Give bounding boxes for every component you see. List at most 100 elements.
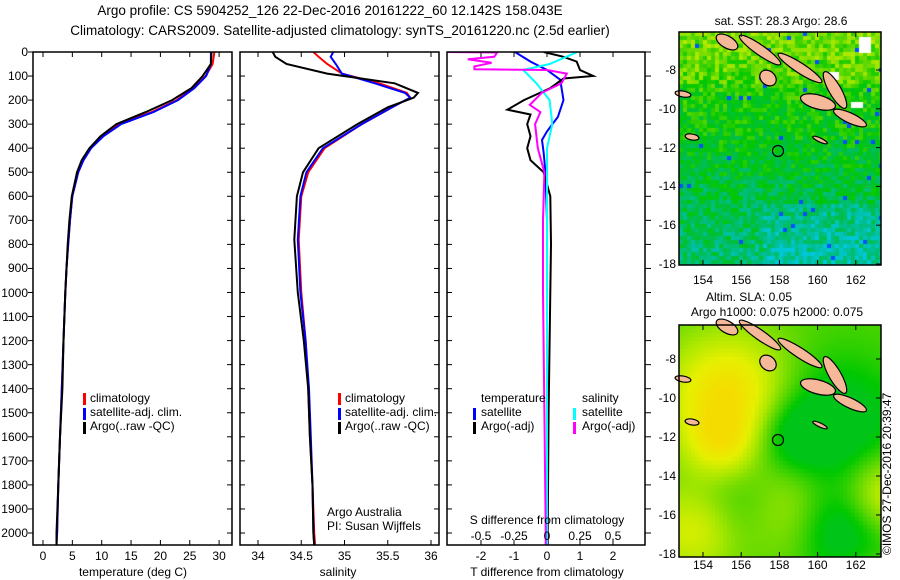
lon-tick-label: 156	[731, 558, 752, 572]
lat-tick-label: -12	[658, 140, 676, 155]
sdiff-xlabel: S difference from climatology	[469, 513, 625, 527]
depth-tick-label: 1500	[1, 405, 28, 420]
sla-map	[679, 325, 881, 557]
x-tick-label: 2	[609, 549, 617, 563]
lat-tick-label: -18	[658, 257, 676, 271]
legend-swatch-t-argo	[473, 422, 476, 434]
imos-timestamp: ©IMOS 27-Dec-2016 20:39:47	[880, 392, 894, 555]
x-tick-label: 30	[212, 549, 226, 563]
lon-tick-label: 154	[692, 558, 714, 572]
island	[799, 93, 837, 111]
depth-tick-label: 800	[7, 237, 28, 252]
legend-satellite-adj: satellite-adj. clim.	[345, 405, 438, 419]
x-tick-label: -1	[508, 549, 520, 563]
depth-tick-label: 1800	[1, 477, 28, 492]
lon-tick-label: 156	[731, 273, 752, 287]
credit-pi: PI: Susan Wijffels	[327, 519, 421, 533]
x-tick-label: 35	[337, 549, 352, 563]
depth-tick-label: 1000	[1, 285, 28, 300]
depth-tick-label: 1400	[1, 381, 28, 396]
lon-tick-label: 158	[769, 558, 790, 572]
legend-swatch-climatology	[338, 393, 341, 405]
lat-tick-label: -10	[658, 391, 676, 405]
depth-tick-label: 600	[7, 189, 28, 204]
x-tick-label: 20	[153, 549, 168, 563]
sst-map	[679, 32, 881, 265]
series-temperature-argo-adj-	[504, 52, 598, 545]
lat-tick-label: -14	[658, 469, 676, 483]
lon-tick-label: 162	[845, 558, 866, 572]
depth-tick-label: 900	[7, 261, 28, 276]
sla-map-title: Altim. SLA: 0.05	[705, 290, 793, 304]
legend-t-argo: Argo(-adj)	[481, 419, 535, 433]
legend-s-satellite: satellite	[582, 405, 623, 419]
island	[684, 133, 700, 141]
island	[777, 337, 823, 369]
x-tick-label: 0	[543, 549, 551, 563]
lat-tick-label: -8	[665, 63, 676, 77]
legend-swatch-satellite	[83, 408, 86, 420]
series-argo-raw-qc-	[55, 52, 213, 545]
lon-tick-label: 162	[845, 273, 866, 287]
lat-tick-label: -18	[658, 547, 676, 561]
depth-tick-label: 1100	[2, 309, 28, 324]
map-frame	[678, 31, 882, 266]
depth-tick-label: 200	[7, 93, 28, 108]
legend-satellite-adj: satellite-adj. clim.	[90, 405, 183, 419]
lat-tick-label: -16	[658, 218, 676, 233]
island	[674, 90, 692, 98]
legend-swatch-climatology	[83, 393, 86, 405]
depth-tick-label: 1700	[1, 453, 28, 468]
x-tick-label: 10	[95, 549, 109, 563]
s-diff-tick-label: 0.25	[568, 529, 592, 543]
depth-tick-label: 1900	[1, 501, 28, 516]
panel-frame	[32, 51, 233, 546]
lat-tick-label: -10	[658, 101, 676, 116]
legend-temperature-title: temperature	[481, 391, 546, 405]
island	[715, 33, 739, 51]
island	[684, 418, 700, 426]
lat-tick-label: -16	[658, 508, 676, 522]
s-diff-tick-label: 0	[543, 529, 551, 543]
legend-swatch-s-argo	[573, 422, 576, 434]
x-tick-label: 35.5	[376, 549, 400, 563]
legend-climatology: climatology	[90, 391, 151, 405]
title-line-1: Argo profile: CS 5904252_126 22-Dec-2016…	[97, 3, 563, 18]
legend-argo: Argo(..raw -QC)	[345, 419, 430, 433]
lon-tick-label: 158	[769, 273, 790, 287]
x-tick-label: -2	[475, 549, 487, 563]
depth-tick-label: 0	[21, 45, 28, 59]
depth-tick-label: 400	[7, 141, 28, 156]
title-line-2: Climatology: CARS2009. Satellite-adjuste…	[70, 23, 610, 38]
island	[812, 135, 828, 145]
lat-tick-label: -14	[658, 179, 676, 194]
x-tick-label: 15	[124, 549, 138, 563]
island	[738, 319, 782, 351]
island	[832, 393, 868, 413]
s-diff-tick-label: 0.5	[604, 529, 622, 543]
credit-argo-australia: Argo Australia	[327, 505, 402, 519]
lon-tick-label: 160	[807, 558, 828, 572]
lon-tick-label: 160	[807, 273, 828, 287]
lat-tick-label: -8	[665, 352, 676, 366]
island	[832, 108, 868, 128]
series-salinity-argo-adj-	[447, 52, 569, 545]
s-diff-tick-label: -0.5	[470, 529, 492, 543]
island	[799, 378, 837, 396]
panel-frame	[239, 51, 440, 546]
depth-tick-label: 2000	[1, 526, 28, 540]
island	[738, 34, 782, 66]
series-argo-raw-qc-	[271, 52, 420, 545]
x-tick-label: 0	[39, 549, 47, 563]
tdiff-xlabel: T difference from climatology	[470, 565, 624, 579]
x-tick-label: 34.5	[289, 549, 313, 563]
depth-tick-label: 1200	[1, 333, 28, 348]
legend-swatch-s-satellite	[573, 408, 576, 420]
map-frame	[678, 324, 882, 558]
legend-t-satellite: satellite	[481, 405, 522, 419]
x-tick-label: 34	[251, 549, 265, 563]
sst-map-title: sat. SST: 28.3 Argo: 28.6	[714, 14, 848, 28]
island	[812, 420, 828, 430]
